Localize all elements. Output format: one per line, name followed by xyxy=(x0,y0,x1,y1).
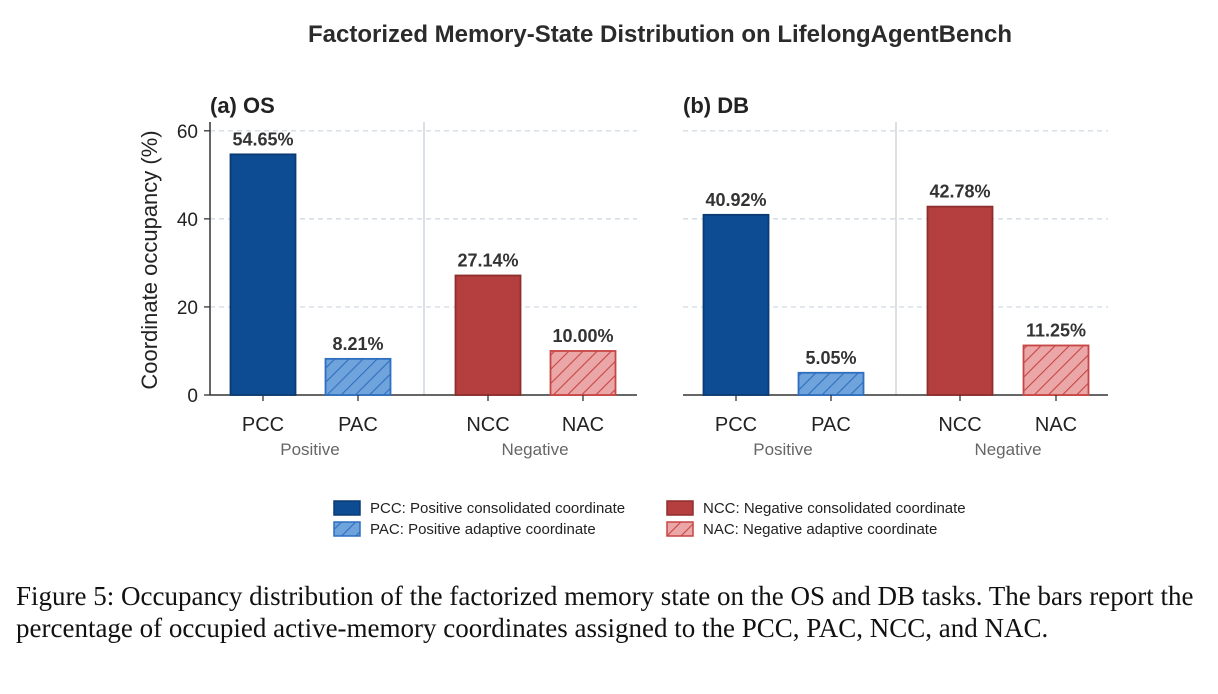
legend: PCC: Positive consolidated coordinate NCC… xyxy=(333,500,966,538)
legend-swatch xyxy=(333,500,361,516)
x-tick-label: PCC xyxy=(242,414,284,436)
x-tick-label: PCC xyxy=(715,414,757,436)
x-tick-label: NAC xyxy=(1035,414,1077,436)
bar-ncc xyxy=(454,274,522,396)
value-label: 11.25% xyxy=(1026,320,1086,340)
legend-swatch xyxy=(666,500,694,516)
bar-pcc xyxy=(229,153,297,396)
panel-db: (b) DB 40.92% PCC 5.05% PAC 42.78% NCC 11.25% NA… xyxy=(683,93,1108,459)
x-tick-label: PAC xyxy=(338,414,378,436)
legend-label: NCC: Negative consolidated coordinate xyxy=(703,500,966,517)
value-label: 40.92% xyxy=(705,190,766,210)
bar-pcc xyxy=(702,213,770,396)
x-tick-label: PAC xyxy=(811,414,851,436)
value-label: 54.65% xyxy=(232,129,293,149)
legend-label: PAC: Positive adaptive coordinate xyxy=(370,521,596,538)
legend-item-pac: PAC: Positive adaptive coordinate xyxy=(333,521,596,538)
group-label: Positive xyxy=(280,440,340,459)
legend-item-pcc: PCC: Positive consolidated coordinate xyxy=(333,500,625,517)
figure: Factorized Memory-State Distribution on … xyxy=(137,21,1108,538)
y-tick-label: 60 xyxy=(177,122,198,143)
y-axis-label: Coordinate occupancy (%) xyxy=(137,130,162,389)
panel-title: (b) DB xyxy=(683,93,749,118)
group-label: Positive xyxy=(753,440,813,459)
x-tick-label: NCC xyxy=(938,414,981,436)
x-tick-label: NAC xyxy=(562,414,604,436)
group-label: Negative xyxy=(501,440,568,459)
value-label: 42.78% xyxy=(929,182,990,202)
legend-swatch xyxy=(666,521,694,537)
legend-item-nac: NAC: Negative adaptive coordinate xyxy=(666,521,937,538)
value-label: 10.00% xyxy=(552,326,613,346)
bar-nac xyxy=(549,350,617,396)
panel-os: 0 20 40 60 (a) OS 54.65% PCC 8.21% PAC 27.14% NCC 1… xyxy=(177,93,637,459)
chart-title: Factorized Memory-State Distribution on … xyxy=(308,21,1012,48)
legend-label: NAC: Negative adaptive coordinate xyxy=(703,521,937,538)
bar-pac xyxy=(797,371,865,396)
legend-item-ncc: NCC: Negative consolidated coordinate xyxy=(666,500,966,517)
legend-swatch xyxy=(333,521,361,537)
panel-title: (a) OS xyxy=(210,93,275,118)
chart-panels: 0 20 40 60 (a) OS 54.65% PCC 8.21% PAC 27.14% NCC 1… xyxy=(177,93,1108,459)
group-label: Negative xyxy=(974,440,1041,459)
legend-label: PCC: Positive consolidated coordinate xyxy=(370,500,625,517)
x-tick-label: NCC xyxy=(466,414,509,436)
bar-ncc xyxy=(926,205,994,396)
value-label: 5.05% xyxy=(805,348,856,368)
bar-nac xyxy=(1022,344,1090,396)
y-tick-label: 20 xyxy=(177,298,198,319)
y-tick-label: 40 xyxy=(177,210,198,231)
value-label: 27.14% xyxy=(457,250,518,270)
value-label: 8.21% xyxy=(332,334,383,354)
figure-caption: Figure 5: Occupancy distribution of the … xyxy=(16,581,1194,643)
bar-pac xyxy=(324,357,392,396)
y-tick-label: 0 xyxy=(187,386,198,407)
